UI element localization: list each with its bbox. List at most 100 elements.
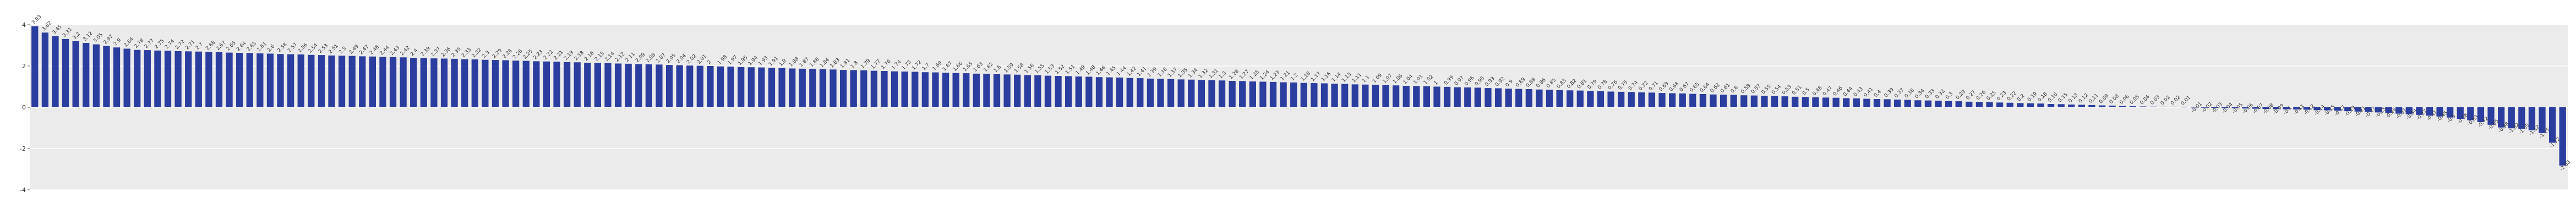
value-label: 3.93: [31, 14, 42, 25]
bar: [2006, 102, 2013, 107]
bar: [2068, 105, 2075, 107]
bar: [113, 47, 121, 107]
bar: [308, 54, 315, 107]
bar: [1884, 99, 1891, 107]
bar: [2222, 107, 2229, 108]
bar: [1935, 101, 1942, 107]
bar: [2354, 107, 2361, 112]
bar: [1720, 95, 1727, 107]
bar: [983, 74, 990, 107]
bar: [1075, 76, 1082, 107]
bar: [2047, 104, 2055, 107]
bar: [1116, 78, 1123, 107]
bar: [492, 60, 499, 107]
bar: [584, 63, 591, 107]
bar: [809, 69, 816, 107]
bar: [1966, 101, 1973, 107]
bar: [1147, 78, 1154, 107]
bar: [2518, 107, 2525, 129]
bar: [1597, 91, 1604, 107]
bar: [2098, 105, 2106, 107]
value-label: 2: [706, 59, 712, 65]
bar: [921, 72, 929, 107]
bar: [215, 52, 223, 107]
bar: [604, 63, 612, 107]
bar: [1188, 79, 1195, 107]
bar: [707, 66, 714, 107]
bar: [1894, 100, 1901, 107]
bar: [2334, 107, 2341, 111]
bar: [1392, 85, 1400, 107]
bar: [1351, 84, 1358, 107]
bar: [1802, 97, 1809, 107]
bar: [1034, 75, 1041, 107]
bar: [482, 59, 489, 107]
bar: [2191, 107, 2198, 108]
bar: [195, 51, 202, 107]
bar: [1730, 95, 1737, 107]
bar: [236, 53, 243, 107]
bar: [266, 53, 274, 107]
bar: [574, 62, 581, 107]
bar: [1311, 83, 1318, 107]
bar: [522, 61, 530, 107]
bar: [2344, 107, 2351, 112]
bar: [1628, 92, 1635, 107]
bar: [1648, 92, 1656, 107]
bar: [973, 73, 980, 107]
bar: [2323, 107, 2331, 111]
bar: [174, 51, 182, 107]
bar: [1106, 77, 1113, 107]
bar: [72, 41, 79, 107]
bar: [2109, 106, 2116, 107]
bar: [1781, 96, 1788, 107]
bar: [1208, 80, 1215, 107]
bar: [942, 73, 949, 107]
bar: [2447, 107, 2454, 118]
bar: [52, 36, 59, 107]
bar: [1014, 74, 1021, 107]
bar: [420, 58, 427, 107]
bar: [430, 58, 438, 107]
bar: [123, 48, 130, 107]
bar: [1290, 82, 1297, 107]
bar: [154, 50, 161, 107]
y-tick-label: 4: [22, 21, 26, 29]
bar: [379, 57, 386, 107]
bar: [625, 63, 632, 107]
bar: [656, 64, 663, 107]
bar: [870, 70, 878, 107]
bar: [952, 73, 959, 107]
bar: [2211, 107, 2218, 108]
bar: [1515, 89, 1522, 107]
bar: [1546, 90, 1553, 107]
bar: [758, 67, 765, 107]
bar: [1443, 86, 1451, 107]
bar: [2487, 107, 2495, 125]
bar: [2365, 107, 2372, 112]
bar: [1812, 97, 1819, 107]
bar: [1618, 91, 1625, 107]
bar: [1055, 76, 1062, 107]
bar: [338, 56, 346, 107]
bar: [2252, 107, 2260, 109]
bar: [1259, 81, 1267, 107]
bar: [2119, 106, 2126, 107]
bar: [1474, 87, 1482, 107]
bar: [819, 69, 827, 107]
bar: [1607, 91, 1614, 107]
bar: [2457, 107, 2464, 119]
bar: [1218, 80, 1226, 107]
bar: [1556, 90, 1563, 107]
bar: [553, 62, 560, 107]
y-tick-label: -2: [20, 145, 26, 152]
bar: [62, 38, 69, 107]
bar: [2548, 107, 2556, 143]
bar: [31, 26, 39, 107]
bar: [1177, 79, 1185, 107]
bar: [1853, 98, 1860, 107]
bar: [2539, 107, 2546, 133]
bar: [1024, 75, 1031, 107]
y-tick-label: 2: [22, 63, 26, 70]
